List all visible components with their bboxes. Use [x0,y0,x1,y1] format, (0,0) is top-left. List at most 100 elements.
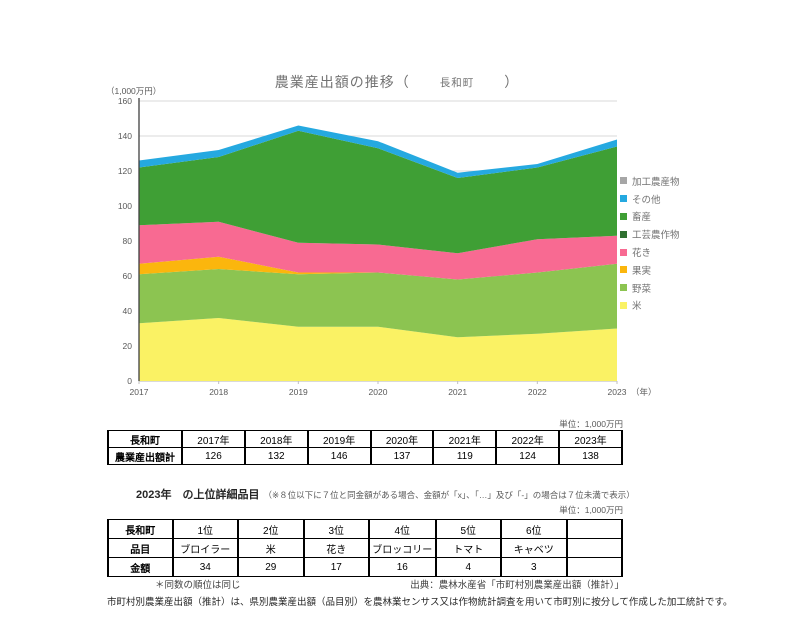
item-name: ブロッコリー [368,538,437,558]
total-value: 138 [558,447,623,465]
total-value: 119 [432,447,498,465]
amount-value: 4 [434,557,503,577]
year-header: 2021年 [432,430,498,448]
legend-swatch-icon [620,266,627,274]
summary-table-unit: 単位：1,000万円 [559,419,623,429]
item-name: トマト [434,538,503,558]
item-name: キャベツ [500,538,568,558]
legend-label: 畜産 [632,212,652,224]
legend-label: 花き [632,248,652,260]
rank-header: 2位 [237,519,305,539]
svg-text:40: 40 [123,306,133,316]
svg-text:2020: 2020 [369,387,388,397]
summary-value-row: 農業産出額計 126 132 146 137 119 124 138 [107,447,623,465]
legend-label: 工芸農作物 [632,230,680,242]
svg-text:2021: 2021 [448,387,467,397]
svg-text:2023: 2023 [608,387,627,397]
year-header: 2018年 [243,430,309,448]
legend-swatch-icon [620,177,627,185]
rank-header: 3位 [302,519,370,539]
detail-amount-row: 金額 34 29 17 16 4 3 [107,557,624,577]
legend-item: 米 [620,297,680,315]
detail-heading-title: 2023年 の上位詳細品目 [136,489,260,501]
item-name: ブロイラー [171,538,239,558]
legend-swatch-icon [620,230,627,238]
legend-label: その他 [632,194,661,206]
legend-item: その他 [620,190,680,208]
amount-value: 16 [368,557,437,577]
summary-corner-cell: 長和町 [107,430,183,448]
legend-swatch-icon [620,248,627,256]
legend-item: 果実 [620,261,680,279]
svg-text:2019: 2019 [289,387,308,397]
total-value: 132 [243,447,309,465]
chart-title-prefix: 農業産出額の推移（ [274,74,410,90]
amount-value: 3 [500,557,568,577]
chart-title: 農業産出額の推移（ 長和町 ） [0,72,794,92]
methodology-note: 市町村別農業産出額（推計）は、県別農業産出額（品目別）を農林業センサス又は作物統… [107,597,733,608]
chart-title-suffix: ） [504,74,520,90]
item-name: 花き [302,538,370,558]
y-axis-unit-label: （1,000万円） [106,86,162,96]
svg-text:20: 20 [123,341,133,351]
year-header: 2023年 [558,430,623,448]
rank-header: 6位 [500,519,568,539]
legend-item: 花き [620,243,680,261]
rank-header: 4位 [368,519,437,539]
amount-row-label: 金額 [107,557,174,577]
legend-label: 野菜 [632,283,652,295]
detail-item-row: 品目 ブロイラー 米 花き ブロッコリー トマト キャベツ [107,538,624,558]
svg-text:100: 100 [118,201,132,211]
svg-text:80: 80 [123,236,133,246]
summary-table: 長和町 2017年 2018年 2019年 2020年 2021年 2022年 … [107,430,623,465]
svg-text:160: 160 [118,96,132,106]
svg-text:（年）: （年） [631,387,657,397]
summary-row-label: 農業産出額計 [107,447,183,465]
svg-text:60: 60 [123,271,133,281]
town-name: 長和町 [439,77,475,89]
detail-heading: 2023年 の上位詳細品目 （※８位以下に７位と同金額がある場合、金額が「x」、「… [136,486,635,502]
legend-item: 野菜 [620,279,680,297]
amount-value: 34 [171,557,239,577]
legend-swatch-icon [620,212,627,220]
stacked-area-chart: 0 20 40 60 80 100 120 140 160 2017 2018 2019 2020 202… [95,80,715,410]
year-header: 2022年 [495,430,561,448]
legend-swatch-icon [620,284,627,292]
legend-label: 果実 [632,265,652,277]
item-row-label: 品目 [107,538,174,558]
equal-rank-footnote: ＊同数の順位は同じ [155,580,241,591]
svg-text:2018: 2018 [209,387,228,397]
svg-text:2017: 2017 [130,387,149,397]
legend-swatch-icon [620,301,627,309]
year-header: 2019年 [306,430,372,448]
detail-table-unit: 単位：1,000万円 [559,505,623,515]
total-value: 146 [306,447,372,465]
chart-legend: 加工農産物 その他 畜産 工芸農作物 花き 果実 野菜 米 [620,172,680,314]
svg-text:2022: 2022 [528,387,547,397]
detail-corner-cell: 長和町 [107,519,174,539]
legend-label: 米 [632,301,642,313]
year-header: 2020年 [369,430,435,448]
rank-header-empty [565,519,624,539]
year-header: 2017年 [181,430,246,448]
rank-header: 1位 [171,519,239,539]
amount-value: 17 [302,557,370,577]
legend-item: 加工農産物 [620,172,680,190]
legend-label: 加工農産物 [632,176,680,188]
legend-swatch-icon [620,195,627,203]
chart-canvas: 0 20 40 60 80 100 120 140 160 2017 2018 2019 2020 202… [118,96,657,397]
total-value: 124 [495,447,561,465]
summary-header-row: 長和町 2017年 2018年 2019年 2020年 2021年 2022年 … [107,430,623,448]
amount-value: 29 [237,557,305,577]
amount-value-empty [565,557,624,577]
rank-header: 5位 [434,519,503,539]
svg-text:120: 120 [118,166,132,176]
detail-heading-note: （※８位以下に７位と同金額がある場合、金額が「x」、「…」及び「-」の場合は７位… [263,490,635,500]
detail-rank-row: 長和町 1位 2位 3位 4位 5位 6位 [107,519,624,539]
data-source: 出典：農林水産省「市町村別農業産出額（推計）」 [410,580,624,591]
total-value: 137 [369,447,435,465]
svg-text:140: 140 [118,131,132,141]
legend-item: 畜産 [620,208,680,226]
detail-table: 長和町 1位 2位 3位 4位 5位 6位 品目 ブロイラー 米 花き ブロッコ… [107,519,624,577]
